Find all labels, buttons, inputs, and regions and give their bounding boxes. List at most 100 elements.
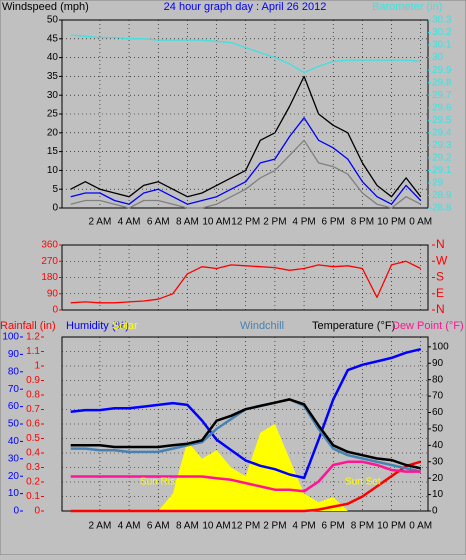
- y-tick-label: 1: [34, 361, 40, 372]
- y-tick-label: 30.3: [432, 15, 452, 26]
- line: [70, 34, 421, 74]
- line: [70, 75, 422, 198]
- x-tick-label: 4 PM: [292, 217, 315, 228]
- y-tick-label: 35: [47, 71, 59, 82]
- y-tick-label: 0.2: [26, 477, 40, 488]
- legend-label: Windspeed (mph): [2, 1, 89, 13]
- y-tick-label: 0.7: [26, 404, 40, 415]
- y-tick-label: N: [436, 237, 445, 251]
- legend-label: Rainfall (in): [0, 320, 56, 332]
- y-tick-label: 0: [13, 506, 19, 517]
- x-tick-label: 6 PM: [322, 521, 345, 532]
- y-tick-label: 40: [8, 436, 20, 447]
- line: [70, 460, 421, 493]
- y-tick-label: 5: [52, 184, 58, 195]
- x-tick-label: 12 PM: [231, 521, 260, 532]
- y-tick-label: 0.1: [26, 491, 40, 502]
- y-tick-label: 60: [432, 407, 444, 418]
- y-tick-label: 0.4: [26, 448, 40, 459]
- y-tick-label: 180: [41, 272, 58, 283]
- y-tick-label: 30.1: [432, 40, 452, 51]
- y-tick-label: 0.3: [26, 462, 40, 473]
- legend-label: Humidity (%): [66, 320, 129, 332]
- legend-label: Solar: [112, 320, 138, 332]
- y-tick-label: 270: [41, 256, 58, 267]
- y-tick-label: 15: [47, 146, 59, 157]
- y-tick-label: 30: [432, 52, 444, 63]
- x-tick-label: 8 AM: [176, 217, 199, 228]
- y-tick-label: 29.1: [432, 165, 452, 176]
- legend-label: Windchill: [240, 320, 284, 332]
- area: [70, 424, 421, 511]
- y-tick-label: 1.1: [26, 346, 40, 357]
- x-tick-label: 6 AM: [147, 217, 170, 228]
- x-tick-label: 2 AM: [89, 521, 112, 532]
- y-tick-label: 50: [8, 419, 20, 430]
- y-tick-label: 28.8: [432, 203, 452, 214]
- line: [70, 398, 421, 470]
- legend-label: Dew Point (°F): [392, 320, 464, 332]
- plot-area: [61, 244, 429, 311]
- line: [70, 460, 422, 513]
- x-tick-label: 2 PM: [263, 217, 286, 228]
- y-tick-label: 80: [8, 366, 20, 377]
- y-tick-label: 29.7: [432, 90, 452, 101]
- annotation: Sun Set: [345, 477, 381, 488]
- x-tick-label: 4 PM: [292, 521, 315, 532]
- x-tick-label: 10 AM: [202, 217, 230, 228]
- y-tick-label: 360: [41, 240, 58, 251]
- line: [70, 260, 421, 304]
- y-tick-label: 45: [47, 33, 59, 44]
- y-tick-label: 29: [432, 178, 444, 189]
- x-tick-label: 4 AM: [118, 521, 141, 532]
- y-tick-label: 29.3: [432, 140, 452, 151]
- y-tick-label: 40: [432, 440, 444, 451]
- x-tick-label: 2 AM: [89, 217, 112, 228]
- y-tick-label: 80: [432, 374, 444, 385]
- y-tick-label: 25: [47, 109, 59, 120]
- x-tick-label: 8 PM: [351, 217, 374, 228]
- y-tick-label: 90: [432, 358, 444, 369]
- x-tick-label: 12 PM: [231, 217, 260, 228]
- chart-title: 24 hour graph day : April 26 2012: [164, 1, 327, 13]
- y-tick-label: 50: [47, 15, 59, 26]
- y-tick-label: 30.2: [432, 27, 452, 38]
- y-tick-label: 30: [47, 90, 59, 101]
- y-tick-label: 29.4: [432, 127, 452, 138]
- y-tick-label: 0.9: [26, 375, 40, 386]
- y-tick-label: 10: [47, 165, 59, 176]
- y-tick-label: 30: [8, 453, 20, 464]
- y-tick-label: 70: [432, 391, 444, 402]
- x-tick-label: 4 AM: [118, 217, 141, 228]
- y-tick-label: 0.8: [26, 390, 40, 401]
- line: [70, 347, 421, 480]
- y-tick-label: W: [436, 253, 448, 267]
- x-tick-label: 2 PM: [263, 521, 286, 532]
- y-tick-label: 20: [8, 471, 20, 482]
- x-tick-label: 6 PM: [322, 217, 345, 228]
- y-tick-label: 0: [52, 305, 58, 316]
- y-tick-label: 1.2: [26, 332, 40, 343]
- y-tick-label: 90: [8, 349, 20, 360]
- y-tick-label: 20: [432, 473, 444, 484]
- y-tick-label: 10: [8, 488, 20, 499]
- y-tick-label: 70: [8, 384, 20, 395]
- y-tick-label: 29.5: [432, 115, 452, 126]
- legend-label: Barometer (in): [372, 1, 442, 13]
- legend-label: Temperature (°F): [312, 320, 395, 332]
- y-tick-label: 30: [432, 456, 444, 467]
- y-tick-label: 0: [52, 203, 58, 214]
- y-tick-label: 90: [47, 288, 59, 299]
- y-tick-label: N: [436, 302, 445, 316]
- y-tick-label: 40: [47, 52, 59, 63]
- x-tick-label: 8 PM: [351, 521, 374, 532]
- y-tick-label: 50: [432, 424, 444, 435]
- y-tick-label: 10: [432, 489, 444, 500]
- y-tick-label: 29.6: [432, 102, 452, 113]
- annotation: Sun Rise: [140, 477, 181, 488]
- line: [70, 139, 421, 209]
- y-tick-label: 29.8: [432, 77, 452, 88]
- y-tick-label: 0.6: [26, 419, 40, 430]
- x-tick-label: 10 PM: [377, 521, 406, 532]
